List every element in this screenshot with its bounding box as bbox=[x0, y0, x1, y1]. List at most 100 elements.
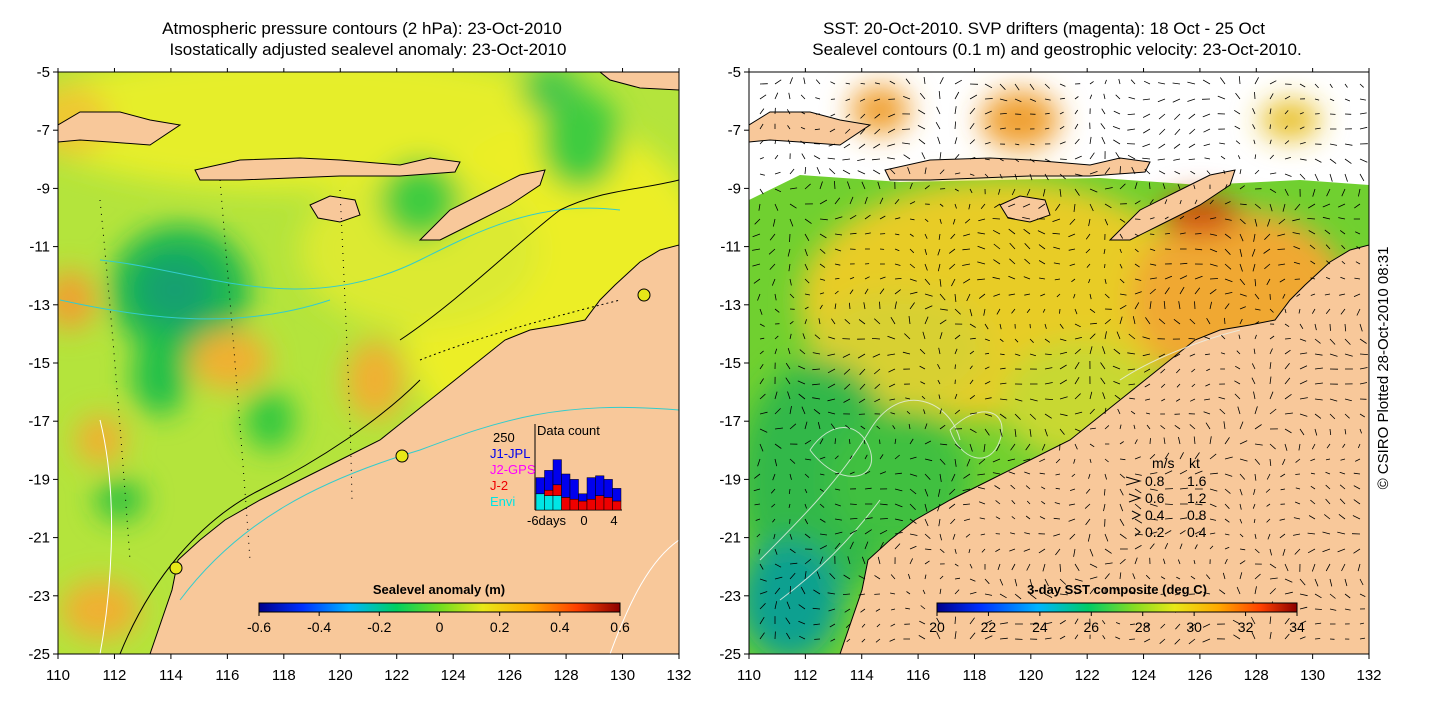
velocity-legend-ms: 0.4 bbox=[1145, 507, 1165, 523]
velocity-legend-ms: 0.8 bbox=[1145, 473, 1165, 489]
sst-colorbar-tick-label: 22 bbox=[981, 619, 997, 635]
data-count-bar-blue bbox=[552, 459, 562, 486]
data-count-bar-cyan bbox=[535, 493, 545, 511]
data-count-bar-cyan bbox=[544, 495, 554, 511]
left-title-line2: Isostatically adjusted sealevel anomaly:… bbox=[170, 40, 567, 59]
sst-temperature-blobs bbox=[749, 85, 1350, 654]
right-y-tick-label: -5 bbox=[728, 64, 741, 81]
velocity-legend-kt: 1.6 bbox=[1187, 473, 1207, 489]
data-count-x-label: 0 bbox=[580, 513, 587, 528]
velocity-legend-rows: 0.8 1.60.6 1.20.4 0.80.2 0.4 bbox=[1125, 473, 1207, 540]
sla-colorbar-tick-label: 0.4 bbox=[550, 619, 570, 635]
tide-gauge-marker bbox=[637, 288, 651, 302]
sla-land-sumba bbox=[309, 195, 361, 223]
right-panel: SST: 20-Oct-2010. SVP drifters (magenta)… bbox=[719, 19, 1381, 684]
velocity-legend-arrow bbox=[1128, 493, 1142, 503]
sst-map bbox=[749, 72, 1369, 654]
sla-colorbar-tick-label: -0.4 bbox=[307, 619, 331, 635]
data-count-bar-blue bbox=[544, 470, 554, 491]
right-x-axis-ticks: 110 112 114 116 118 120 122 124 126 128 130 132 bbox=[737, 68, 1382, 684]
right-x-tick-label: 118 bbox=[962, 667, 986, 684]
velocity-arrow-shafts bbox=[752, 76, 1368, 645]
right-x-tick-label: 122 bbox=[1075, 667, 1100, 684]
sst-colorbar-tick-label: 28 bbox=[1135, 619, 1151, 635]
data-count-legend-entry: J2-GPS bbox=[490, 462, 536, 477]
sla-colorbar-tick-label: -0.2 bbox=[367, 619, 391, 635]
data-count-legend-entry: J1-JPL bbox=[490, 446, 530, 461]
left-x-tick-label: 132 bbox=[666, 667, 691, 684]
data-count-bar-red bbox=[561, 497, 571, 511]
data-count-bar-blue bbox=[561, 473, 571, 498]
sla-pressure-contours bbox=[59, 179, 679, 654]
tide-gauge-marker bbox=[169, 561, 183, 575]
left-y-tick-label: -15 bbox=[28, 355, 50, 372]
sla-colorbar-tick-label: 0.2 bbox=[490, 619, 510, 635]
left-y-tick-label: -25 bbox=[28, 646, 50, 663]
right-x-tick-label: 130 bbox=[1300, 667, 1325, 684]
data-count-bar-red bbox=[603, 497, 613, 511]
sst-sealevel-contours bbox=[759, 329, 1241, 601]
left-y-tick-label: -19 bbox=[28, 471, 50, 488]
geostrophic-velocity-arrows bbox=[752, 76, 1368, 645]
left-y-tick-label: -23 bbox=[28, 588, 50, 605]
right-y-axis-ticks: -5 -7 -9 -11 -13 -15 -17 -19 -21 -23 -25 bbox=[719, 64, 749, 663]
sla-colorbar-tick-label: 0 bbox=[436, 619, 444, 635]
left-panel: Atmospheric pressure contours (2 hPa): 2… bbox=[28, 19, 691, 684]
data-count-bar-cyan bbox=[552, 495, 562, 511]
left-x-tick-label: 124 bbox=[441, 667, 466, 684]
left-x-tick-label: 114 bbox=[159, 667, 183, 684]
left-x-tick-label: 128 bbox=[554, 667, 579, 684]
data-count-bar-blue bbox=[595, 475, 605, 496]
data-count-x-label: 4 bbox=[610, 513, 617, 528]
right-y-tick-label: -19 bbox=[719, 471, 741, 488]
velocity-legend-kt: 0.4 bbox=[1187, 524, 1207, 540]
left-y-tick-label: -11 bbox=[29, 239, 50, 256]
right-x-tick-label: 112 bbox=[793, 667, 817, 684]
data-count-bar-blue bbox=[535, 477, 545, 495]
right-x-tick-label: 114 bbox=[850, 667, 874, 684]
right-y-tick-label: -11 bbox=[720, 239, 741, 256]
data-count-bar-red bbox=[595, 495, 605, 511]
sla-land-australia bbox=[149, 244, 679, 654]
data-count-bar-red bbox=[544, 489, 554, 496]
data-count-legend-entry: Envi bbox=[490, 494, 515, 509]
sst-colorbar-label: 3-day SST composite (deg C) bbox=[1027, 582, 1207, 597]
left-x-tick-label: 116 bbox=[215, 667, 239, 684]
right-y-tick-label: -15 bbox=[719, 355, 741, 372]
data-count-bar-blue bbox=[586, 477, 596, 500]
sst-colorbar-tick-label: 26 bbox=[1083, 619, 1099, 635]
velocity-legend-arrow bbox=[1125, 476, 1142, 486]
velocity-legend-arrow bbox=[1134, 527, 1141, 537]
left-y-tick-label: -5 bbox=[37, 64, 50, 81]
sla-colorbar-label: Sealevel anomaly (m) bbox=[373, 582, 505, 597]
data-count-bar-red bbox=[586, 498, 596, 511]
data-count-bar-blue bbox=[578, 493, 588, 502]
left-x-tick-label: 126 bbox=[497, 667, 522, 684]
data-count-bar-blue bbox=[612, 488, 622, 502]
sst-colorbar-tick-label: 24 bbox=[1032, 619, 1048, 635]
sst-land-australia bbox=[839, 244, 1369, 654]
sla-land-timor bbox=[418, 169, 546, 241]
data-count-bar-red bbox=[569, 498, 579, 511]
right-x-tick-label: 132 bbox=[1356, 667, 1381, 684]
tide-gauge-marker bbox=[395, 449, 409, 463]
data-count-bars bbox=[535, 459, 622, 511]
sst-land-nusa-tenggara bbox=[884, 157, 1151, 181]
sst-colorbar-ticks: 20 22 24 26 28 30 32 34 bbox=[929, 612, 1305, 635]
right-title-line2: Sealevel contours (0.1 m) and geostrophi… bbox=[812, 40, 1301, 59]
data-count-x-labels: -6days 0 4 bbox=[527, 513, 618, 528]
sst-colorbar-tick-label: 32 bbox=[1238, 619, 1254, 635]
left-x-tick-label: 118 bbox=[272, 667, 296, 684]
data-count-legend-entry: J-2 bbox=[490, 478, 508, 493]
right-x-tick-label: 116 bbox=[906, 667, 930, 684]
data-count-bar-red bbox=[552, 484, 562, 496]
sealevel-anomaly-map bbox=[58, 72, 679, 654]
left-title-line1: Atmospheric pressure contours (2 hPa): 2… bbox=[162, 19, 562, 38]
sla-land-new-guinea bbox=[599, 72, 679, 91]
data-count-max-label: 250 bbox=[493, 430, 515, 445]
left-x-tick-label: 110 bbox=[46, 667, 70, 684]
left-x-tick-label: 112 bbox=[102, 667, 126, 684]
right-x-tick-label: 110 bbox=[737, 667, 761, 684]
velocity-legend-ms-header: m/s bbox=[1152, 455, 1175, 471]
